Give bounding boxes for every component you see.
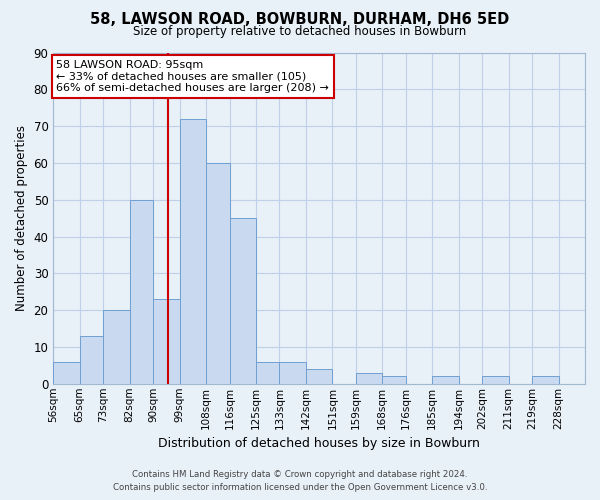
Bar (280, 362, 306, 384)
Bar (532, 376, 559, 384)
Text: 58, LAWSON ROAD, BOWBURN, DURHAM, DH6 5ED: 58, LAWSON ROAD, BOWBURN, DURHAM, DH6 5E… (91, 12, 509, 28)
Bar (153, 299, 179, 384)
Text: Size of property relative to detached houses in Bowburn: Size of property relative to detached ho… (133, 25, 467, 38)
Bar (103, 310, 130, 384)
Bar (432, 376, 458, 384)
Bar (356, 372, 382, 384)
Bar (80, 336, 103, 384)
X-axis label: Distribution of detached houses by size in Bowburn: Distribution of detached houses by size … (158, 437, 480, 450)
Bar (382, 376, 406, 384)
Bar (256, 362, 280, 384)
Bar (130, 200, 153, 384)
Bar (179, 119, 206, 384)
Text: Contains HM Land Registry data © Crown copyright and database right 2024.
Contai: Contains HM Land Registry data © Crown c… (113, 470, 487, 492)
Y-axis label: Number of detached properties: Number of detached properties (15, 125, 28, 311)
Bar (482, 376, 509, 384)
Bar (306, 369, 332, 384)
Bar (53, 362, 80, 384)
Text: 58 LAWSON ROAD: 95sqm
← 33% of detached houses are smaller (105)
66% of semi-det: 58 LAWSON ROAD: 95sqm ← 33% of detached … (56, 60, 329, 93)
Bar (206, 163, 230, 384)
Bar (230, 218, 256, 384)
